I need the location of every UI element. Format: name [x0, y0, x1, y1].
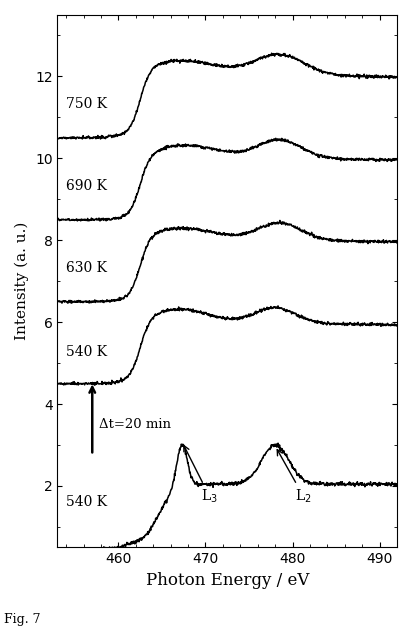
- Text: 630 K: 630 K: [66, 261, 107, 275]
- Text: Fig. 7: Fig. 7: [4, 613, 41, 626]
- Text: 690 K: 690 K: [66, 179, 107, 193]
- Text: L$_3$: L$_3$: [184, 445, 218, 505]
- Text: 540 K: 540 K: [66, 345, 107, 359]
- Text: L$_2$: L$_2$: [277, 450, 312, 505]
- Y-axis label: Intensity (a. u.): Intensity (a. u.): [15, 222, 29, 340]
- Text: Δt=20 min: Δt=20 min: [99, 418, 171, 431]
- X-axis label: Photon Energy / eV: Photon Energy / eV: [145, 572, 309, 589]
- Text: 540 K: 540 K: [66, 494, 107, 508]
- Text: 750 K: 750 K: [66, 97, 107, 111]
